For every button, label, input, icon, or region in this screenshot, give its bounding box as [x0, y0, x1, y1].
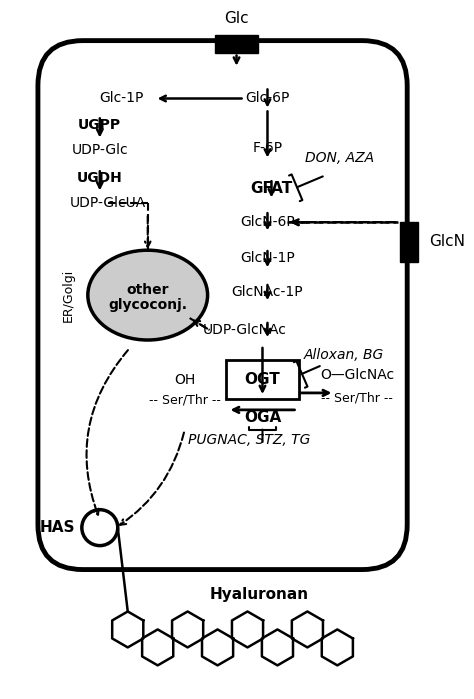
Text: Hyaluronan: Hyaluronan	[210, 587, 309, 602]
Text: Glc-6P: Glc-6P	[245, 92, 290, 106]
Text: GlcN-6P: GlcN-6P	[240, 215, 295, 229]
Text: Glc: Glc	[224, 10, 249, 26]
Text: PUGNAC, STZ, TG: PUGNAC, STZ, TG	[188, 433, 310, 447]
Text: -- Ser/Thr --: -- Ser/Thr --	[321, 391, 393, 405]
Text: UGPP: UGPP	[78, 118, 121, 132]
Bar	[215, 35, 258, 52]
Text: Glc-1P: Glc-1P	[100, 92, 144, 106]
Text: OGT: OGT	[245, 373, 280, 387]
FancyBboxPatch shape	[38, 41, 407, 570]
Text: GlcN: GlcN	[429, 233, 465, 249]
Text: other: other	[127, 283, 169, 297]
Text: UDP-GlcUA: UDP-GlcUA	[70, 196, 146, 210]
Text: OGA: OGA	[244, 410, 281, 426]
Text: -- Ser/Thr --: -- Ser/Thr --	[149, 394, 220, 406]
Text: GlcN-1P: GlcN-1P	[240, 251, 295, 265]
Text: DON, AZA: DON, AZA	[305, 152, 374, 166]
Text: UDP-Glc: UDP-Glc	[72, 143, 128, 157]
Text: HAS: HAS	[39, 520, 75, 535]
Text: OH: OH	[174, 373, 195, 387]
Text: O—GlcNAc: O—GlcNAc	[320, 368, 394, 382]
Text: UGDH: UGDH	[77, 171, 123, 185]
Text: glycoconj.: glycoconj.	[108, 298, 187, 312]
Text: GlcNAc-1P: GlcNAc-1P	[232, 285, 303, 299]
Bar	[400, 222, 418, 262]
Text: ER/Golgi: ER/Golgi	[61, 268, 74, 322]
Text: GFAT: GFAT	[250, 181, 292, 196]
FancyBboxPatch shape	[226, 360, 300, 399]
Ellipse shape	[88, 250, 208, 340]
Text: F-6P: F-6P	[253, 141, 283, 155]
Text: Alloxan, BG: Alloxan, BG	[304, 348, 384, 362]
Text: UDP-GlcNAc: UDP-GlcNAc	[202, 323, 286, 337]
